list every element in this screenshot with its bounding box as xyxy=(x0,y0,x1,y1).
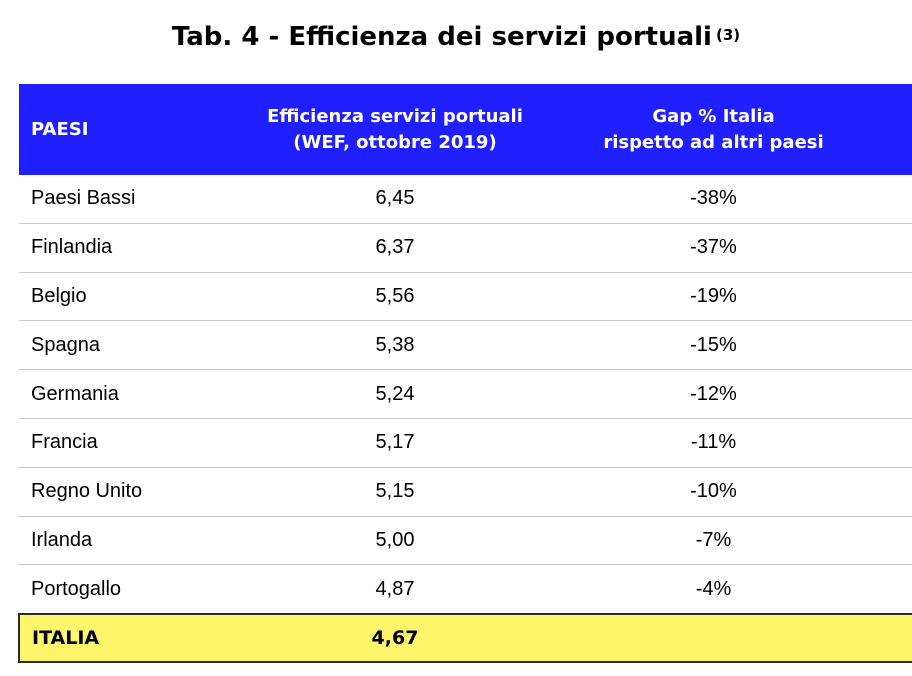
country-cell: Belgio xyxy=(19,272,267,322)
table-body: Paesi Bassi 6,45 -38% Finlandia 6,37 -37… xyxy=(19,175,912,614)
table-row: Portogallo 4,87 -4% xyxy=(19,565,912,614)
table-row: Germania 5,24 -12% xyxy=(19,369,912,419)
header-row: PAESI Efficienza servizi portuali (WEF, … xyxy=(19,84,912,175)
efficiency-cell: 5,38 xyxy=(267,320,523,371)
header-efficiency-line2: (WEF, ottobre 2019) xyxy=(293,131,497,153)
italia-country-cell: ITALIA xyxy=(18,613,267,664)
title-note-ref: (3) xyxy=(715,26,741,44)
country-cell: Portogallo xyxy=(31,577,122,600)
table-header: PAESI Efficienza servizi portuali (WEF, … xyxy=(19,84,912,175)
efficiency-cell: 6,45 xyxy=(267,175,523,224)
gap-cell: -7% xyxy=(523,516,912,566)
header-efficiency-line1: Efficienza servizi portuali xyxy=(267,105,523,127)
efficiency-cell: 5,00 xyxy=(267,516,523,566)
gap-cell: -19% xyxy=(523,272,912,322)
header-efficiency: Efficienza servizi portuali (WEF, ottobr… xyxy=(267,84,523,175)
italia-gap-cell xyxy=(523,613,912,664)
header-gap-line1: Gap % Italia xyxy=(652,105,775,127)
efficiency-cell: 6,37 xyxy=(267,223,523,273)
table-row: Spagna 5,38 -15% xyxy=(19,320,912,371)
gap-cell: -37% xyxy=(523,223,912,273)
country-cell: Finlandia xyxy=(19,223,267,273)
country-cell: Paesi Bassi xyxy=(19,175,267,224)
country-cell: Germania xyxy=(19,369,267,419)
gap-cell: -12% xyxy=(523,369,912,419)
italia-efficiency-cell: 4,67 xyxy=(267,613,523,664)
port-efficiency-table: PAESI Efficienza servizi portuali (WEF, … xyxy=(18,84,912,664)
gap-cell: -11% xyxy=(523,418,912,468)
efficiency-cell: 5,17 xyxy=(267,418,523,468)
gap-cell: -4% xyxy=(695,577,732,600)
gap-cell: -10% xyxy=(523,467,912,517)
title-text: Tab. 4 - Efficienza dei servizi portuali xyxy=(171,22,712,52)
country-cell: Spagna xyxy=(19,320,267,371)
table-row: Finlandia 6,37 -37% xyxy=(19,223,912,273)
country-cell: Irlanda xyxy=(19,516,267,566)
efficiency-cell: 5,24 xyxy=(267,369,523,419)
header-gap-line2: rispetto ad altri paesi xyxy=(603,131,824,153)
country-cell: Francia xyxy=(19,418,267,468)
table-title: Tab. 4 - Efficienza dei servizi portuali… xyxy=(0,20,912,54)
gap-cell: -38% xyxy=(523,175,912,224)
table-row: Irlanda 5,00 -7% xyxy=(19,516,912,566)
header-gap: Gap % Italia rispetto ad altri paesi xyxy=(523,84,912,175)
table-row: Francia 5,17 -11% xyxy=(19,418,912,468)
italia-highlight-row: ITALIA 4,67 xyxy=(18,613,912,664)
table-row: Paesi Bassi 6,45 -38% xyxy=(19,175,912,224)
country-cell: Regno Unito xyxy=(19,467,267,517)
header-country: PAESI xyxy=(19,84,267,175)
efficiency-cell: 5,15 xyxy=(267,467,523,517)
gap-cell: -15% xyxy=(523,320,912,371)
efficiency-cell: 4,87 xyxy=(375,577,415,600)
table-row: Belgio 5,56 -19% xyxy=(19,272,912,322)
table-footer: ITALIA 4,67 xyxy=(18,613,912,664)
table-row: Regno Unito 5,15 -10% xyxy=(19,467,912,517)
efficiency-cell: 5,56 xyxy=(267,272,523,322)
header-country-label: PAESI xyxy=(31,118,89,140)
